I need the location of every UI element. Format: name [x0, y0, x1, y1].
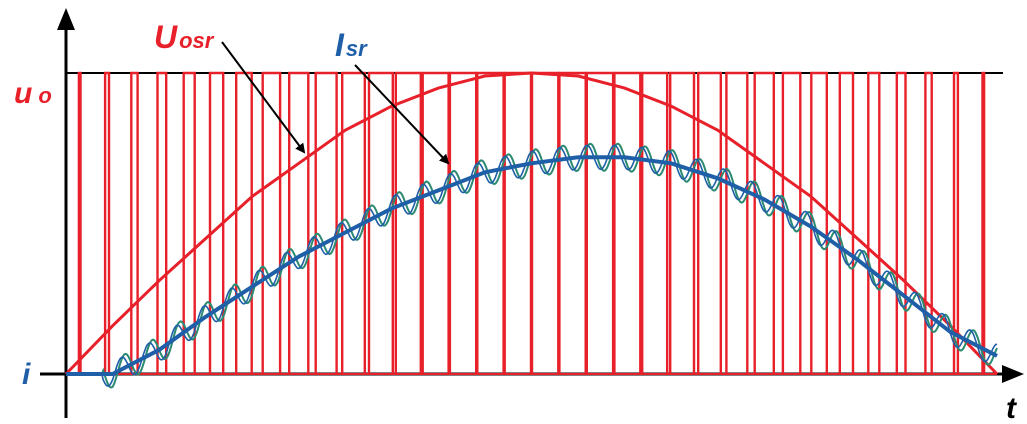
pwm-pulse	[697, 71, 722, 374]
pwm-pulse	[613, 71, 642, 374]
pwm-pulse	[314, 71, 338, 374]
pwm-pulse	[558, 71, 587, 374]
pwm-pulse	[288, 71, 310, 374]
current-average-curve	[66, 155, 998, 376]
pwm-pulse	[669, 71, 696, 374]
pwm-pulse	[156, 71, 168, 374]
pwm-pulse	[981, 71, 986, 374]
current-average-label: Isr	[335, 27, 368, 63]
pwm-pulse	[924, 71, 933, 374]
pwm-pulse	[781, 71, 802, 374]
pwm-pulses	[66, 71, 997, 375]
pwm-pulse	[895, 71, 907, 374]
pwm-pulse	[421, 71, 450, 374]
pwm-pulse	[476, 71, 505, 374]
current-pointer-arrow	[354, 64, 450, 165]
pwm-pulse	[753, 71, 775, 374]
pwm-pulse	[367, 71, 394, 374]
time-axis-label: t	[1006, 392, 1018, 424]
voltage-pointer-arrow	[221, 41, 306, 154]
voltage-average-label: Uosr	[154, 19, 215, 55]
pwm-pulse	[261, 71, 282, 374]
pwm-pulse	[182, 71, 196, 374]
pwm-pulse	[235, 71, 253, 374]
pwm-pulse	[952, 71, 960, 374]
pwm-pulse	[77, 71, 82, 374]
pwm-pulse	[103, 71, 111, 374]
y-axis-arrow	[57, 8, 75, 30]
current-axis-label: i	[22, 358, 31, 391]
pwm-pulse	[725, 71, 749, 374]
pwm-pulse	[585, 71, 615, 374]
pwm-pulse	[641, 71, 669, 374]
pwm-pulse	[394, 71, 422, 374]
current-ripple-curve	[66, 142, 998, 389]
pwm-pulse	[448, 71, 478, 374]
pwm-pulse	[503, 71, 533, 374]
voltage-average-curve	[64, 71, 999, 376]
pwm-pulse	[530, 71, 560, 374]
pwm-pulse	[867, 71, 881, 374]
pwm-pulse	[130, 71, 139, 374]
current-ripple-curve-secondary	[66, 144, 998, 387]
x-axis-arrow	[1002, 365, 1024, 383]
